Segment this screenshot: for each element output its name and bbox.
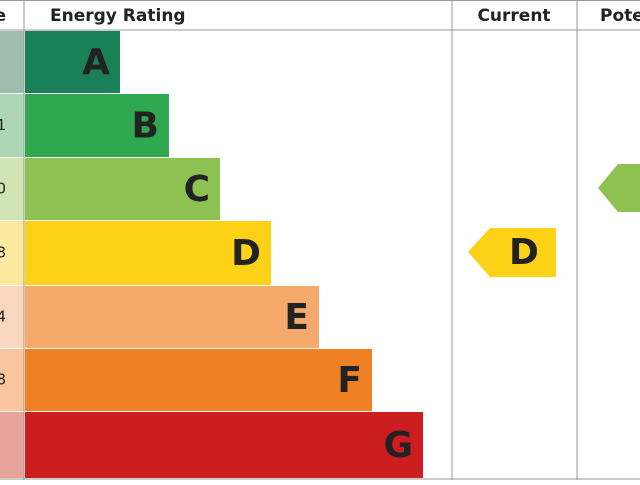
band-letter: G <box>383 425 413 466</box>
band-letter: D <box>231 233 261 274</box>
potential-header: Pote <box>600 6 640 26</box>
score-cell <box>0 286 24 348</box>
score-range: 8 <box>0 371 6 389</box>
current-letter: D <box>509 232 539 273</box>
score-cell <box>0 349 24 411</box>
score-header: e <box>0 6 6 26</box>
rating-header: Energy Rating <box>50 6 186 26</box>
score-range: 8 <box>0 244 6 262</box>
score-cell <box>0 94 24 157</box>
band-bar <box>25 158 220 220</box>
score-range: 4 <box>0 308 6 326</box>
score-cell <box>0 221 24 285</box>
current-arrow <box>468 228 556 277</box>
rows: AB 1 C 0 D 8 E 4 F 8 G <box>0 31 423 478</box>
score-range: 0 <box>0 180 6 198</box>
band-letter: A <box>82 42 110 83</box>
score-cell <box>0 31 24 93</box>
score-range: 1 <box>0 116 6 134</box>
score-cell <box>0 158 24 220</box>
band-bar <box>25 286 319 348</box>
current-header: Current <box>477 6 550 26</box>
score-cell <box>0 412 24 478</box>
band-letter: C <box>184 169 210 210</box>
band-bar <box>25 412 423 478</box>
band-bar <box>25 221 271 285</box>
band-bar <box>25 349 372 411</box>
band-bar <box>25 94 169 157</box>
band-letter: F <box>337 360 362 401</box>
band-letter: E <box>284 297 309 338</box>
potential-arrow <box>598 164 640 212</box>
band-bar <box>25 31 120 93</box>
band-letter: B <box>132 106 159 147</box>
